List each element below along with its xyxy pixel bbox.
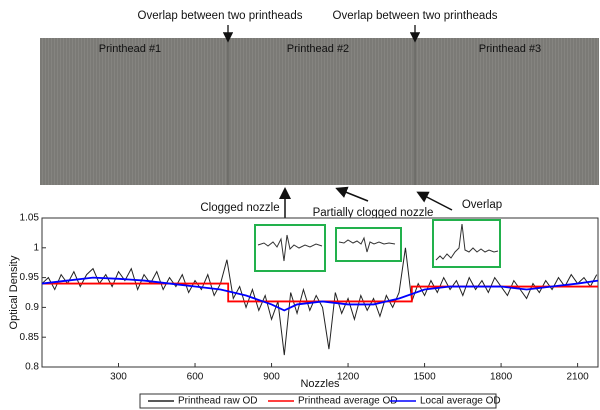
legend-label: Printhead raw OD	[178, 396, 257, 407]
x-tick-label: 1800	[490, 372, 513, 383]
y-tick-label: 0.85	[20, 332, 40, 343]
legend-label: Local average OD	[420, 396, 501, 407]
inset-box	[335, 227, 402, 262]
print-image	[40, 38, 599, 185]
series-line	[41, 276, 599, 312]
x-tick-label: 300	[110, 372, 127, 383]
y-axis-label: Optical Density	[8, 255, 20, 329]
y-tick-label: 0.8	[25, 362, 39, 373]
x-tick-label: 1500	[413, 372, 436, 383]
x-tick-label: 900	[263, 372, 280, 383]
x-axis-label: Nozzles	[300, 378, 340, 390]
x-tick-label: 600	[187, 372, 204, 383]
annotation: Printhead #3	[479, 43, 541, 55]
y-tick-label: 1.05	[20, 213, 40, 224]
x-tick-label: 2100	[566, 372, 589, 383]
annotation: Overlap between two printheads	[333, 10, 498, 22]
legend	[139, 393, 497, 409]
arrow	[335, 186, 369, 202]
inset-box	[254, 224, 326, 272]
annotation: Printhead #1	[99, 43, 161, 55]
annotation: Overlap between two printheads	[138, 10, 303, 22]
y-tick-label: 0.95	[20, 272, 40, 283]
annotation: Overlap	[462, 199, 502, 211]
y-tick-label: 0.9	[25, 302, 39, 313]
x-tick-label: 1200	[337, 372, 360, 383]
annotation: Printhead #2	[287, 43, 349, 55]
annotation: Clogged nozzle	[200, 202, 279, 214]
annotation: Partially clogged nozzle	[313, 207, 434, 219]
inset-box	[432, 219, 501, 268]
y-tick-label: 1	[33, 242, 39, 253]
legend-label: Printhead average OD	[298, 396, 398, 407]
arrow	[416, 191, 453, 211]
